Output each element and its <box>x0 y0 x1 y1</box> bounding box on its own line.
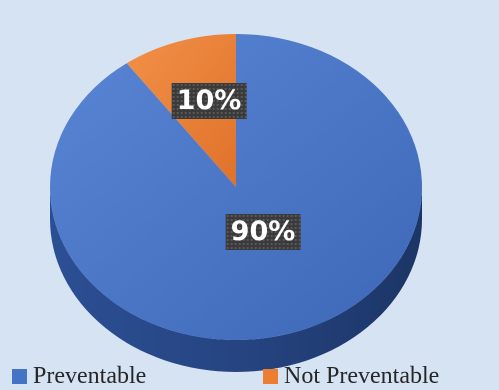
legend-swatch-not-preventable <box>263 368 278 384</box>
legend-swatch-preventable <box>12 368 27 384</box>
legend-label-not-preventable: Not Preventable <box>284 362 440 389</box>
legend-label-preventable: Preventable <box>33 362 147 389</box>
pie-slice-preventable <box>49 34 423 340</box>
data-label-not-preventable: 10% <box>171 83 247 119</box>
data-label-preventable: 90% <box>225 214 301 250</box>
pie-side-wall <box>50 187 422 372</box>
legend-item-preventable: Preventable <box>12 363 146 389</box>
legend-item-not-preventable: Not Preventable <box>263 363 439 389</box>
